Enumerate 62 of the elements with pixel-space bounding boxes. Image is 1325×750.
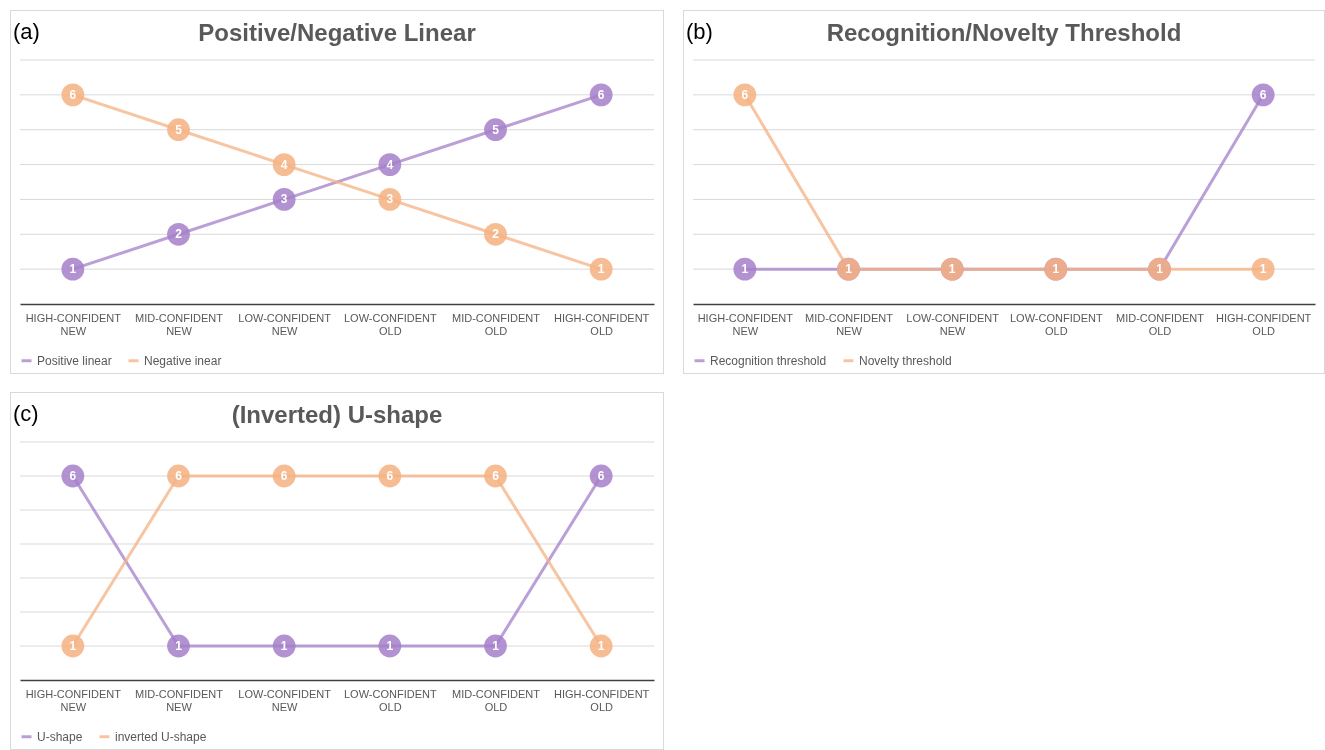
data-label: 1 <box>597 639 605 653</box>
data-label: 5 <box>492 122 500 137</box>
x-tick-label: MID-CONFIDENT NEW <box>805 311 894 337</box>
x-tick-label: LOW-CONFIDENT NEW <box>238 311 332 337</box>
chart-title: Recognition/Novelty Threshold <box>826 18 1182 46</box>
data-label: 6 <box>69 469 77 483</box>
data-label: 6 <box>386 469 394 483</box>
data-label: 1 <box>741 262 749 277</box>
x-tick-label: HIGH-CONFIDENT NEW <box>25 687 122 713</box>
data-label: 1 <box>492 639 500 653</box>
data-label: 3 <box>280 192 288 207</box>
data-label: 1 <box>280 639 288 653</box>
x-tick-label: MID-CONFIDENT OLD <box>452 311 541 337</box>
data-label: 2 <box>175 227 183 242</box>
x-tick-label: MID-CONFIDENT OLD <box>452 687 541 713</box>
data-label: 1 <box>1052 262 1060 277</box>
legend-label: inverted U-shape <box>115 729 207 744</box>
text: (a) <box>13 19 40 45</box>
x-tick-label: MID-CONFIDENT NEW <box>135 311 224 337</box>
data-label: 1 <box>948 262 956 277</box>
x-tick-label: MID-CONFIDENT NEW <box>135 687 224 713</box>
data-label: 1 <box>69 262 77 277</box>
data-label: 6 <box>741 87 749 102</box>
data-label: 1 <box>597 262 605 277</box>
text: (b) <box>686 19 713 45</box>
x-tick-label: LOW-CONFIDENT OLD <box>343 311 437 337</box>
data-label: 1 <box>845 262 853 277</box>
data-label: 4 <box>386 157 394 172</box>
x-tick-label: HIGH-CONFIDENT OLD <box>1216 311 1312 337</box>
data-label: 1 <box>175 639 183 653</box>
data-label: 1 <box>69 639 77 653</box>
legend-label: Novelty threshold <box>859 353 952 368</box>
data-label: 3 <box>386 192 394 207</box>
x-tick-label: LOW-CONFIDENT NEW <box>906 311 1000 337</box>
data-label: 6 <box>280 469 288 483</box>
data-label: 1 <box>1156 262 1164 277</box>
text: (c) <box>13 401 39 427</box>
x-tick-label: LOW-CONFIDENT NEW <box>238 687 332 713</box>
data-label: 1 <box>386 639 394 653</box>
data-label: 4 <box>280 157 288 172</box>
data-label: 6 <box>597 87 605 102</box>
legend-label: Negative inear <box>144 353 222 368</box>
x-tick-label: HIGH-CONFIDENT NEW <box>25 311 122 337</box>
legend-label: Recognition threshold <box>710 353 827 368</box>
data-label: 5 <box>175 122 183 137</box>
data-label: 6 <box>69 87 77 102</box>
data-label: 6 <box>175 469 183 483</box>
data-label: 6 <box>492 469 500 483</box>
x-tick-label: HIGH-CONFIDENT NEW <box>697 311 794 337</box>
x-tick-label: HIGH-CONFIDENT OLD <box>554 311 650 337</box>
x-tick-label: LOW-CONFIDENT OLD <box>1009 311 1103 337</box>
data-label: 6 <box>597 469 605 483</box>
x-tick-label: LOW-CONFIDENT OLD <box>343 687 437 713</box>
legend-label: Positive linear <box>37 353 112 368</box>
chart-title: (Inverted) U-shape <box>231 400 443 428</box>
x-tick-label: MID-CONFIDENT OLD <box>1116 311 1205 337</box>
data-label: 2 <box>492 227 500 242</box>
x-tick-label: HIGH-CONFIDENT OLD <box>554 687 650 713</box>
data-label: 6 <box>1259 87 1267 102</box>
chart-title: Positive/Negative Linear <box>198 18 476 46</box>
legend-label: U-shape <box>37 729 83 744</box>
data-label: 1 <box>1259 262 1267 277</box>
